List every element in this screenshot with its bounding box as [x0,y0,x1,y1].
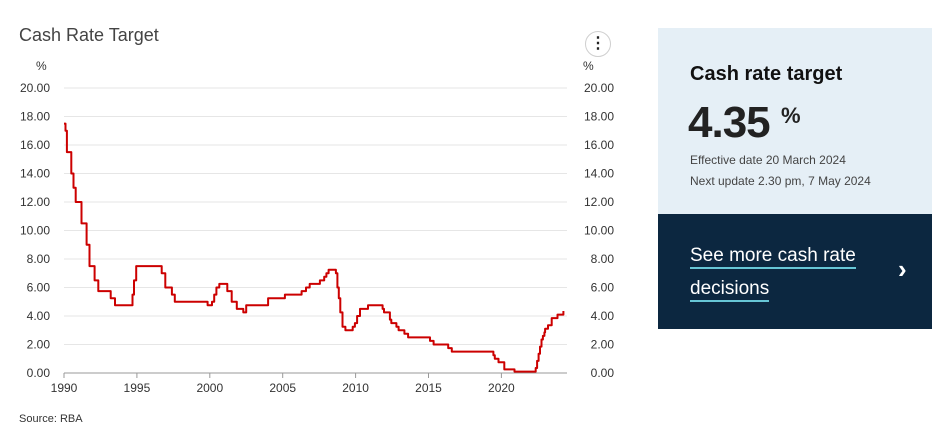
y-tick-label-left: 6.00 [27,281,51,295]
y-tick-label-left: 0.00 [27,366,51,380]
y-tick-label-right: 8.00 [591,252,615,266]
y-unit-right: % [583,59,594,73]
more-vertical-icon: ⋮ [590,35,606,52]
y-tick-label-right: 2.00 [591,338,615,352]
y-tick-label-left: 14.00 [20,167,50,181]
chart-menu-button[interactable]: ⋮ [585,31,611,57]
chart-title: Cash Rate Target [19,25,159,45]
x-tick-label: 1995 [124,381,151,395]
x-tick-label: 1990 [51,381,78,395]
next-update: Next update 2.30 pm, 7 May 2024 [690,174,871,188]
link-label[interactable]: See more cash rate decisions [690,245,856,302]
y-tick-label-right: 4.00 [591,309,615,323]
y-tick-label-right: 10.00 [584,224,614,238]
series-layer [64,122,565,373]
axes: % % 0.00 0.00 2.00 2.00 4.00 4.00 6.00 6.00 8.00 8.… [20,59,614,395]
see-more-decisions-link[interactable]: See more cash rate decisions › [658,214,932,329]
y-tick-label-right: 14.00 [584,167,614,181]
y-tick-label-left: 18.00 [20,110,50,124]
y-tick-label-left: 16.00 [20,138,50,152]
effective-date: Effective date 20 March 2024 [690,153,846,167]
y-tick-label-left: 2.00 [27,338,51,352]
x-tick-label: 2005 [269,381,296,395]
card-title: Cash rate target [690,63,843,85]
source-note: Source: RBA [19,413,83,425]
y-tick-label-left: 8.00 [27,252,51,266]
y-tick-label-left: 20.00 [20,81,50,95]
y-tick-label-right: 6.00 [591,281,615,295]
cash-rate-card: Cash rate target 4.35 % Effective date 2… [658,28,932,214]
series-line-cash-rate [64,122,565,373]
x-tick-label: 2010 [342,381,369,395]
x-tick-label: 2020 [488,381,515,395]
y-tick-label-left: 4.00 [27,309,51,323]
y-tick-label-right: 0.00 [591,366,615,380]
y-tick-label-right: 18.00 [584,110,614,124]
chevron-right-icon: › [898,254,907,284]
line-chart: % % 0.00 0.00 2.00 2.00 4.00 4.00 6.00 6.00 8.00 8.… [20,59,614,395]
y-unit-left: % [36,59,47,73]
grid-lines [64,87,567,345]
y-tick-label-right: 20.00 [584,81,614,95]
x-tick-label: 2000 [196,381,223,395]
x-tick-label: 2015 [415,381,442,395]
y-tick-label-left: 10.00 [20,224,50,238]
y-tick-label-right: 12.00 [584,195,614,209]
rate-unit: % [781,103,801,128]
rate-value: 4.35 [688,98,771,147]
y-tick-label-left: 12.00 [20,195,50,209]
y-tick-label-right: 16.00 [584,138,614,152]
